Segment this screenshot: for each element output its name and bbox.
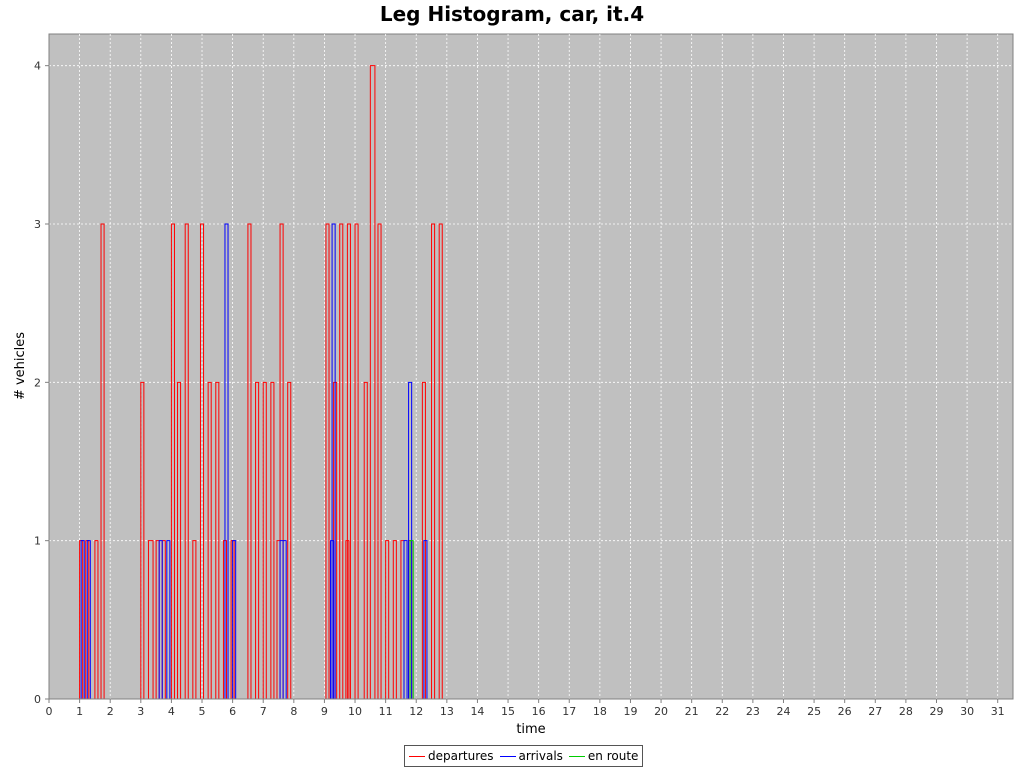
x-tick-label: 29 [929,705,943,718]
x-tick-label: 27 [868,705,882,718]
legend-item-departures: departures [409,749,494,763]
legend-item-en-route: en route [568,749,639,763]
x-tick-label: 18 [593,705,607,718]
x-tick-label: 3 [137,705,144,718]
chart-title: Leg Histogram, car, it.4 [379,2,645,26]
legend-swatch-departures [409,755,425,757]
x-tick-label: 17 [562,705,576,718]
x-tick-label: 22 [715,705,729,718]
legend-swatch-arrivals [499,755,516,757]
x-tick-label: 24 [776,705,790,718]
x-tick-label: 25 [807,705,821,718]
x-tick-label: 28 [899,705,913,718]
x-tick-label: 13 [440,705,454,718]
x-tick-label: 4 [168,705,175,718]
x-tick-label: 11 [379,705,393,718]
y-axis-label: # vehicles [13,332,28,400]
legend-label-en-route: en route [587,749,639,763]
x-tick-label: 15 [501,705,515,718]
x-tick-label: 10 [348,705,362,718]
x-tick-label: 6 [229,705,236,718]
x-tick-label: 5 [199,705,206,718]
legend: departures arrivals en route [404,745,644,767]
y-tick-label: 0 [34,693,41,706]
x-tick-label: 21 [685,705,699,718]
legend-item-arrivals: arrivals [499,749,563,763]
legend-label-departures: departures [428,749,494,763]
x-tick-label: 8 [290,705,297,718]
x-tick-label: 23 [746,705,760,718]
x-tick-label: 7 [260,705,267,718]
x-tick-label: 0 [46,705,53,718]
y-tick-label: 2 [34,376,41,389]
y-tick-label: 3 [34,218,41,231]
axes-layer: 0 1 2 3 4 5 6 7 8 9 10 11 12 13 14 15 16 17 18 19 20 21 22 23 24… [34,34,1013,718]
x-tick-label: 20 [654,705,668,718]
x-tick-label: 1 [76,705,83,718]
x-tick-label: 12 [409,705,423,718]
x-tick-label: 9 [321,705,328,718]
legend-swatch-en-route [568,755,585,757]
x-tick-label: 14 [470,705,484,718]
x-tick-label: 26 [838,705,852,718]
x-tick-label: 30 [960,705,974,718]
x-axis-label: time [516,722,545,737]
plot-area [48,33,1014,700]
grid-layer [49,34,1013,699]
legend-label-arrivals: arrivals [518,749,563,763]
y-tick-label: 4 [34,60,41,73]
x-tick-label: 31 [991,705,1005,718]
x-tick-label: 2 [107,705,114,718]
x-tick-label: 16 [532,705,546,718]
x-tick-label: 19 [623,705,637,718]
y-tick-label: 1 [34,535,41,548]
